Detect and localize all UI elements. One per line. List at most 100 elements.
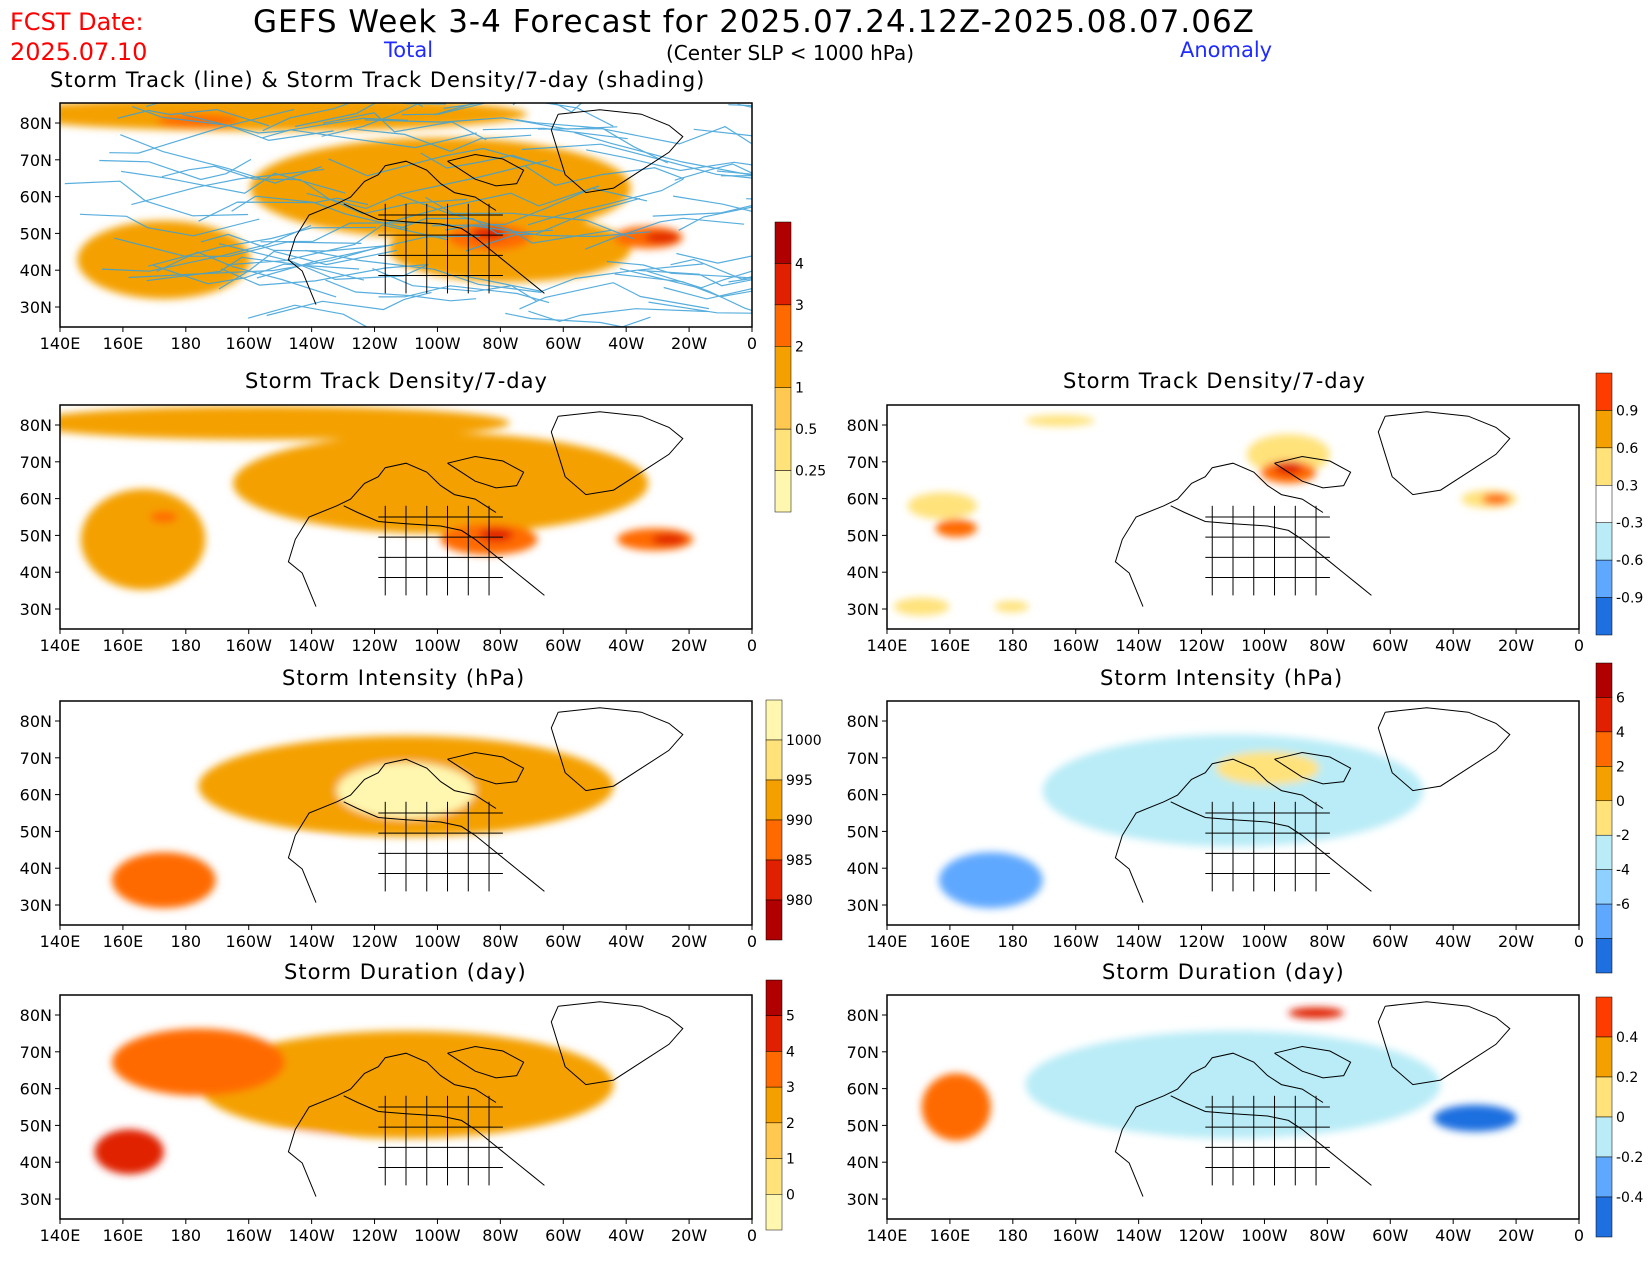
lat-label: 70N <box>20 151 52 170</box>
lon-label: 40W <box>1435 1226 1471 1245</box>
lon-label: 80W <box>1309 1226 1345 1245</box>
lat-label: 50N <box>847 526 879 545</box>
colorbar-label: -0.2 <box>1616 1150 1643 1166</box>
lon-label: 140W <box>1115 636 1162 655</box>
lon-label: 120W <box>351 334 398 353</box>
lat-label: 70N <box>20 1043 52 1062</box>
lon-label: 140E <box>40 932 81 951</box>
lon-label: 100W <box>1241 932 1288 951</box>
lon-label: 20W <box>1498 932 1534 951</box>
lat-label: 40N <box>20 261 52 280</box>
lon-label: 60W <box>545 1226 581 1245</box>
lat-label: 30N <box>847 1190 879 1209</box>
lat-label: 80N <box>847 416 879 435</box>
map-panel-duration-total: 140E 160E 180 160W 140W 120W 100W 80W 60W 40W 20W 0… <box>20 994 757 1245</box>
panel-title-intensity-anom: Storm Intensity (hPa) <box>1100 666 1344 690</box>
colorbar-intensity: 1000 995 990 985 980 <box>765 699 822 941</box>
panel-title-duration-total: Storm Duration (day) <box>284 960 527 984</box>
map-panel-density-total: 140E 160E 180 160W 140W 120W 100W 80W 60W 40W 20W 0… <box>20 404 757 655</box>
lon-label: 40W <box>608 1226 644 1245</box>
lon-label: 40W <box>608 334 644 353</box>
fcst-date-label: FCST Date: <box>10 8 144 36</box>
colorbar-label: 0.6 <box>1616 441 1638 457</box>
lon-label: 140W <box>288 334 335 353</box>
lon-label: 120W <box>351 932 398 951</box>
lon-label: 140E <box>867 636 908 655</box>
map-panel-track-total: 140E 160E 180 160W 140W 120W 100W 80W 60W 40W 20W 0… <box>20 102 757 353</box>
lon-label: 180 <box>171 932 202 951</box>
lon-label: 60W <box>545 334 581 353</box>
lat-label: 40N <box>20 1153 52 1172</box>
lon-label: 0 <box>747 636 757 655</box>
panel-title-duration-anom: Storm Duration (day) <box>1102 960 1345 984</box>
lon-label: 0 <box>747 932 757 951</box>
lon-label: 160E <box>103 334 144 353</box>
lon-label: 160E <box>103 932 144 951</box>
colorbar-label: 4 <box>1616 725 1625 741</box>
colorbar-label: 4 <box>795 256 804 272</box>
colorbar-label: 0.3 <box>1616 478 1638 494</box>
lon-label: 140E <box>867 1226 908 1245</box>
lon-label: 140E <box>867 932 908 951</box>
lon-label: 140W <box>288 932 335 951</box>
lon-label: 80W <box>482 932 518 951</box>
lat-label: 60N <box>20 786 52 805</box>
panel-title-intensity-total: Storm Intensity (hPa) <box>282 666 526 690</box>
lon-label: 60W <box>1372 932 1408 951</box>
colorbar-label: 990 <box>786 813 813 829</box>
lat-label: 30N <box>847 600 879 619</box>
colorbar-label: -6 <box>1616 897 1630 913</box>
lon-label: 20W <box>671 1226 707 1245</box>
lon-label: 0 <box>1574 932 1584 951</box>
colorbar-label: 2 <box>786 1116 795 1132</box>
lon-label: 40W <box>1435 636 1471 655</box>
lon-label: 80W <box>482 636 518 655</box>
colorbar-label: 2 <box>1616 759 1625 775</box>
lon-label: 140W <box>1115 932 1162 951</box>
colorbar-label: 0 <box>786 1187 795 1203</box>
lat-label: 40N <box>20 859 52 878</box>
lon-label: 180 <box>171 1226 202 1245</box>
lat-label: 30N <box>20 896 52 915</box>
lon-label: 180 <box>171 636 202 655</box>
lon-label: 40W <box>608 636 644 655</box>
lon-label: 160E <box>930 636 971 655</box>
lon-label: 100W <box>1241 1226 1288 1245</box>
colorbar-label: 980 <box>786 893 813 909</box>
lon-label: 160W <box>226 636 273 655</box>
colorbar-label: 1 <box>795 381 804 397</box>
colorbar-label: 1000 <box>786 733 822 749</box>
lon-label: 20W <box>671 636 707 655</box>
map-panel-intensity-total: 140E 160E 180 160W 140W 120W 100W 80W 60W 40W 20W 0… <box>20 700 757 951</box>
lon-label: 140W <box>1115 1226 1162 1245</box>
lat-label: 60N <box>847 786 879 805</box>
colorbar-label: -2 <box>1616 828 1630 844</box>
lon-label: 160W <box>226 1226 273 1245</box>
fcst-date-value: 2025.07.10 <box>10 38 148 66</box>
colorbar-label: 3 <box>795 298 804 314</box>
map-panel-intensity-anom: 140E 160E 180 160W 140W 120W 100W 80W 60W 40W 20W 0… <box>847 700 1584 951</box>
lat-label: 80N <box>20 114 52 133</box>
colorbar-label: 0.2 <box>1616 1070 1638 1086</box>
lon-label: 160W <box>226 932 273 951</box>
lon-label: 140W <box>288 1226 335 1245</box>
colorbar-label: 985 <box>786 853 813 869</box>
lat-label: 50N <box>847 822 879 841</box>
lon-label: 160W <box>1053 932 1100 951</box>
lat-label: 70N <box>847 453 879 472</box>
lon-label: 20W <box>671 334 707 353</box>
lon-label: 180 <box>171 334 202 353</box>
panel-title-track-total: Storm Track (line) & Storm Track Density… <box>50 68 706 92</box>
lon-label: 160E <box>103 1226 144 1245</box>
lat-label: 80N <box>20 416 52 435</box>
colorbar-density_anom: 0.9 0.6 0.3 -0.3 -0.6 -0.9 <box>1595 372 1643 636</box>
colorbar-label: 0 <box>1616 1110 1625 1126</box>
anomaly-column-label: Anomaly <box>1180 38 1273 62</box>
lon-label: 160W <box>1053 1226 1100 1245</box>
lon-label: 40W <box>608 932 644 951</box>
lon-label: 20W <box>1498 636 1534 655</box>
colorbar-label: -0.9 <box>1616 591 1643 607</box>
lon-label: 0 <box>747 334 757 353</box>
lat-label: 60N <box>847 1080 879 1099</box>
